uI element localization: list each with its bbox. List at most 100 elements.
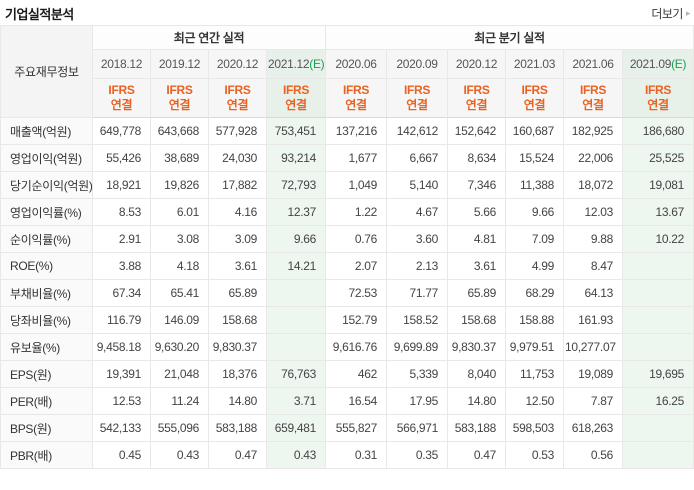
metric-value-cell: 18,376 <box>208 360 267 388</box>
metric-value-cell: 146.09 <box>150 306 209 334</box>
metric-value-cell: 1,677 <box>325 144 388 172</box>
metric-value-cell <box>622 306 694 334</box>
ifrs-consolidated-label: 연결 <box>226 98 249 112</box>
metric-value-cell: 3.60 <box>386 225 449 253</box>
metric-value-cell <box>265 279 327 307</box>
metric-value-cell: 19,081 <box>622 171 694 199</box>
metric-value-cell: 19,826 <box>150 171 209 199</box>
metric-value-cell: 0.76 <box>325 225 388 253</box>
ifrs-consolidated-label: 연결 <box>582 98 604 112</box>
metric-value-cell: 4.99 <box>505 252 565 280</box>
period-header: 2020.12 <box>447 49 507 79</box>
metric-value-cell: 462 <box>325 360 388 388</box>
table-row: 부채비율(%) 67.34 65.41 65.89 72.53 71.77 65.89 68.… <box>0 279 694 307</box>
table-row: 영업이익률(%) 8.53 6.01 4.16 12.37 1.22 4.67 5.66 9.6… <box>0 198 694 226</box>
metric-value-cell: 5,140 <box>386 171 449 199</box>
metric-value-cell: 16.25 <box>622 387 694 415</box>
table-row: 영업이익(억원) 55,426 38,689 24,030 93,214 1,677 6,6… <box>0 144 694 172</box>
ifrs-label: IFRS <box>403 83 431 97</box>
metric-value-cell: 577,928 <box>208 117 267 145</box>
company-performance-panel: 기업실적분석 더보기 ▸ 주요재무정보 최근 연간 실적 최근 분기 실적 20… <box>0 0 694 469</box>
ifrs-header: IFRS 연결 <box>208 78 267 118</box>
metric-value-cell: 158.88 <box>505 306 565 334</box>
metric-value-cell: 65.89 <box>447 279 507 307</box>
metric-value-cell: 0.43 <box>150 441 209 469</box>
metric-value-cell: 598,503 <box>505 414 565 442</box>
metric-value-cell: 152.79 <box>325 306 388 334</box>
period-label: 2020.09 <box>396 57 438 71</box>
metric-value-cell: 9,979.51 <box>505 333 565 361</box>
metric-value-cell: 3.61 <box>208 252 267 280</box>
table-body: 매출액(억원) 649,778 643,668 577,928 753,451 137,2… <box>0 117 694 469</box>
metric-value-cell: 643,668 <box>150 117 209 145</box>
metric-value-cell: 0.43 <box>265 441 327 469</box>
metric-value-cell <box>622 441 694 469</box>
panel-header: 기업실적분석 더보기 ▸ <box>0 0 694 25</box>
ifrs-consolidated-label: 연결 <box>647 98 669 112</box>
ifrs-consolidated-label: 연결 <box>168 98 191 112</box>
metric-value-cell: 0.31 <box>325 441 388 469</box>
metric-value-cell: 65.41 <box>150 279 209 307</box>
ifrs-header: IFRS 연결 <box>265 78 327 118</box>
estimate-marker: (E) <box>309 57 325 71</box>
metric-value-cell: 8.53 <box>92 198 151 226</box>
metric-value-cell: 12.50 <box>505 387 565 415</box>
metric-value-cell: 11,753 <box>505 360 565 388</box>
period-header: 2019.12 <box>150 49 209 79</box>
table-row: 당기순이익(억원) 18,921 19,826 17,882 72,793 1,049 5,… <box>0 171 694 199</box>
metric-value-cell: 12.03 <box>563 198 624 226</box>
annual-group-header: 최근 연간 실적 <box>91 25 327 50</box>
ifrs-consolidated-label: 연결 <box>406 98 428 112</box>
metric-value-cell: 15,524 <box>505 144 565 172</box>
metric-value-cell: 9.66 <box>505 198 565 226</box>
metric-value-cell: 0.47 <box>208 441 267 469</box>
metric-value-cell: 72.53 <box>325 279 388 307</box>
metric-value-cell: 9,699.89 <box>386 333 449 361</box>
quarterly-group-header: 최근 분기 실적 <box>325 25 694 50</box>
metric-value-cell: 0.45 <box>92 441 151 469</box>
metric-value-cell: 19,695 <box>622 360 694 388</box>
metric-value-cell: 158.52 <box>386 306 449 334</box>
ifrs-label: IFRS <box>463 83 490 97</box>
ifrs-consolidated-label: 연결 <box>465 98 488 112</box>
metric-value-cell: 10,277.07 <box>563 333 624 361</box>
ifrs-consolidated-label: 연결 <box>523 98 546 112</box>
metric-value-cell: 11,388 <box>505 171 565 199</box>
ifrs-header: IFRS 연결 <box>505 78 565 118</box>
period-header: 2020.06 <box>325 49 388 79</box>
period-header: 2020.09 <box>386 49 449 79</box>
metric-value-cell: 14.80 <box>208 387 267 415</box>
metric-value-cell: 17.95 <box>386 387 449 415</box>
metric-value-cell: 5.66 <box>447 198 507 226</box>
ifrs-consolidated-label: 연결 <box>345 98 367 112</box>
table-row: 유보율(%) 9,458.18 9,630.20 9,830.37 9,616.76 9,… <box>0 333 694 361</box>
metric-value-cell: 64.13 <box>563 279 624 307</box>
period-header: 2020.12 <box>208 49 267 79</box>
ifrs-label: IFRS <box>521 83 548 97</box>
metric-value-cell: 9,630.20 <box>150 333 209 361</box>
ifrs-label: IFRS <box>166 83 193 97</box>
metric-label: 매출액(억원) <box>0 117 93 145</box>
ifrs-label: IFRS <box>282 83 310 97</box>
metric-value-cell: 19,391 <box>92 360 151 388</box>
ifrs-label: IFRS <box>108 83 135 97</box>
metric-value-cell: 753,451 <box>265 117 327 145</box>
metric-value-cell: 10.22 <box>622 225 694 253</box>
table-row: 당좌비율(%) 116.79 146.09 158.68 152.79 158.52 158… <box>0 306 694 334</box>
metric-value-cell: 182,925 <box>563 117 624 145</box>
table-row: ROE(%) 3.88 4.18 3.61 14.21 2.07 2.13 3.61 4.99 8… <box>0 252 694 280</box>
metric-value-cell: 649,778 <box>92 117 151 145</box>
metric-value-cell: 11.24 <box>150 387 209 415</box>
metric-value-cell: 18,072 <box>563 171 624 199</box>
financial-performance-table: 주요재무정보 최근 연간 실적 최근 분기 실적 2018.12 2019.12 2… <box>0 25 694 469</box>
corner-header: 주요재무정보 <box>0 25 93 118</box>
metric-value-cell: 555,827 <box>325 414 388 442</box>
metric-value-cell: 0.35 <box>386 441 449 469</box>
more-link[interactable]: 더보기 ▸ <box>651 5 690 22</box>
metric-label: ROE(%) <box>0 252 93 280</box>
metric-value-cell: 6.01 <box>150 198 209 226</box>
metric-value-cell: 71.77 <box>386 279 449 307</box>
metric-value-cell <box>622 252 694 280</box>
ifrs-label: IFRS <box>579 83 607 97</box>
metric-label: BPS(원) <box>0 414 93 442</box>
